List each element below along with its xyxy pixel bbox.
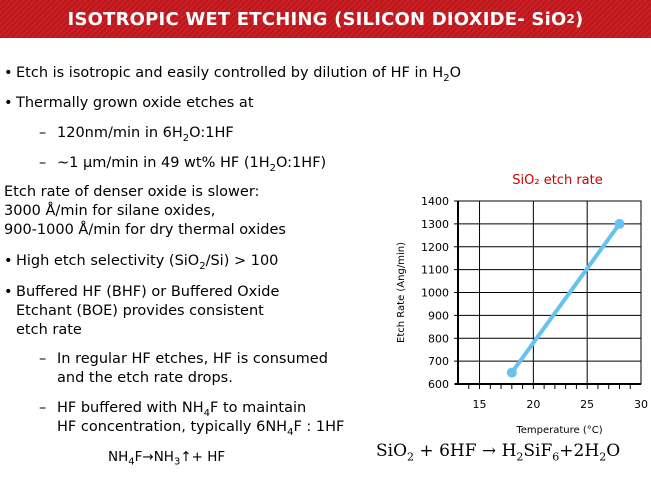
eq-sub-3: 6 [552,450,560,464]
dash-120nm: 120nm/min in 6H2O:1HF [39,124,234,144]
dash-1um-sub: 2 [269,162,277,174]
chart-title: SiO₂ etch rate [512,173,602,188]
etch-rate-chart: 600 700 800 900 1000 1100 1200 1300 1400 15 20 25 30… [380,165,651,444]
dash-1um: ~1 μm/min in 49 wt% HF (1H2O:1HF) [39,154,327,174]
data-point [614,218,625,229]
dense-oxide-line1: Etch rate of denser oxide is slower: [4,184,260,200]
eq-h: +2H [559,441,600,461]
bullet-selectivity-sub: 2 [199,260,206,272]
dash-buffered-line1: HF buffered with NH4F to maintain [39,399,307,419]
bullet-isotropic-end: O [449,65,461,81]
dash-buffered-line2: HF concentration, typically 6NH4F : 1HF [57,418,345,438]
dash-buffered-line2-end: F : 1HF [293,419,345,435]
reaction-sub-2: 3 [173,456,181,468]
bullet-isotropic-sub: 2 [443,72,450,84]
bullet-bhf-line2: Etchant (BOE) provides consistent [16,303,264,319]
reaction-nh4f: NH4F→NH3↑+ HF [108,448,226,468]
dash-buffered-line2-text: HF concentration, typically 6NH [57,419,288,435]
eq-sio: SiO [376,441,408,461]
eq-sif: SiF [523,441,553,461]
dash-consumed-line2: and the etch rate drops. [57,370,233,386]
dense-oxide-line2: 3000 Å/min for silane oxides, [4,203,216,219]
dash-buffered-line2-sub: 4 [287,426,294,438]
x-tick-label: 20 [526,398,540,411]
dash-buffered-line1-sub: 4 [203,407,211,419]
eq-sub-2: 2 [516,450,524,464]
y-tick-label: 600 [428,378,449,391]
reaction-sub-1: 4 [128,456,135,468]
reaction-text-c: ↑+ HF [180,449,226,465]
title-subscript: 2 [566,12,576,26]
y-tick-label: 1100 [421,264,449,277]
y-tick-label: 800 [428,332,449,345]
bullet-isotropic-text: Etch is isotropic and easily controlled … [16,65,444,81]
eq-o: O [606,441,621,461]
bullet-isotropic: Etch is isotropic and easily controlled … [4,64,461,84]
y-tick-label: 1000 [421,287,449,300]
x-tick-label: 30 [634,398,648,411]
x-tick-label: 25 [580,398,594,411]
dash-consumed-line1: In regular HF etches, HF is consumed [39,350,328,368]
y-axis-label: Etch Rate (Ang/min) [396,242,407,343]
series-line [509,221,622,375]
dash-120nm-end: O:1HF [189,125,234,141]
dash-buffered-line1-text: HF buffered with NH [57,400,204,416]
bullet-bhf-line1: Buffered HF (BHF) or Buffered Oxide [4,283,279,301]
dense-oxide-line3: 900-1000 Å/min for dry thermal oxides [4,222,286,238]
chart-svg: 600 700 800 900 1000 1100 1200 1300 1400 15 20 25 30… [396,173,648,436]
y-tick-label: 700 [428,355,449,368]
dash-120nm-sub: 2 [182,132,190,144]
bullet-selectivity: High etch selectivity (SiO2/Si) > 100 [4,252,279,272]
eq-sub-4: 2 [599,450,607,464]
dash-1um-text: ~1 μm/min in 49 wt% HF (1H [57,155,270,171]
dash-120nm-text: 120nm/min in 6H [57,125,183,141]
data-point [506,367,517,378]
bullet-thermal: Thermally grown oxide etches at [4,94,253,112]
title-main: ISOTROPIC WET ETCHING (SILICON DIOXIDE- … [67,8,567,30]
y-tick-label: 1200 [421,241,449,254]
x-tick-label: 15 [473,398,487,411]
eq-hf: + 6HF → H [414,441,517,461]
y-tick-label: 900 [428,309,449,322]
y-tick-label: 1300 [421,218,449,231]
x-axis-label: Temperature (°C) [515,425,602,436]
etch-equation: SiO2 + 6HF → H2SiF6+2H2O [376,441,621,464]
dash-buffered-line1-end: F to maintain [210,400,307,416]
bullet-selectivity-end: /Si) > 100 [205,253,279,269]
y-tick-label: 1400 [421,195,449,208]
bullet-selectivity-text: High etch selectivity (SiO [16,253,200,269]
title-end: ) [575,8,584,30]
eq-sub-1: 2 [407,450,415,464]
dash-1um-end: O:1HF) [276,155,327,171]
bullet-bhf-line3: etch rate [16,322,82,338]
reaction-text-b: F→NH [134,449,174,465]
slide-title: ISOTROPIC WET ETCHING (SILICON DIOXIDE- … [0,0,651,38]
reaction-text-a: NH [108,449,129,465]
